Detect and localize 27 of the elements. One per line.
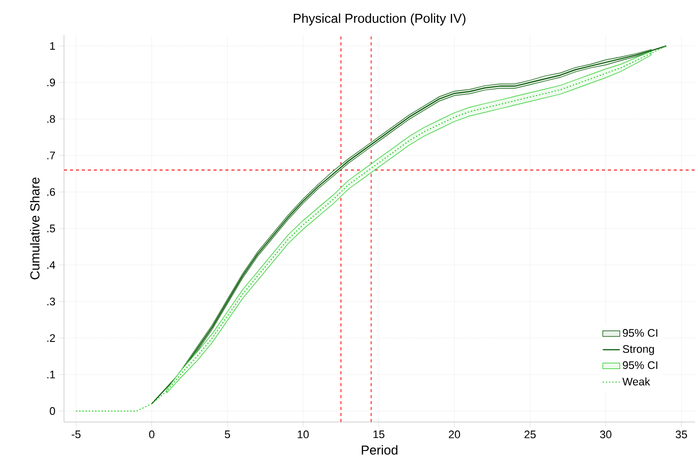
annotation: 95% CI bbox=[622, 329, 658, 337]
y-tick-label: .9 bbox=[47, 78, 55, 86]
y-tick-label: .2 bbox=[47, 334, 55, 342]
x-tick-label: 25 bbox=[524, 430, 536, 438]
x-tick-label: 35 bbox=[676, 430, 688, 438]
x-tick-label: 5 bbox=[224, 430, 230, 438]
x-tick-label: 20 bbox=[448, 430, 460, 438]
y-tick-label: .8 bbox=[47, 115, 55, 123]
y-tick-label: .3 bbox=[47, 298, 55, 306]
x-tick-label: 0 bbox=[149, 430, 154, 438]
x-tick-label: 15 bbox=[373, 430, 384, 438]
annotation: 95% CI bbox=[622, 361, 658, 370]
y-tick-label: .4 bbox=[47, 261, 56, 269]
x-axis-title: Period bbox=[362, 445, 398, 455]
y-axis-title: Cumulative Share bbox=[30, 178, 40, 280]
x-tick-label: 10 bbox=[298, 430, 309, 438]
y-tick-label: .1 bbox=[47, 370, 55, 378]
y-tick-label: 0 bbox=[50, 407, 56, 415]
legend-label: Weak bbox=[622, 377, 650, 386]
x-tick-label: -5 bbox=[72, 430, 81, 438]
y-tick-label: .5 bbox=[47, 224, 56, 232]
y-tick-label: .7 bbox=[47, 152, 55, 160]
y-tick-label: 1 bbox=[50, 42, 55, 50]
chart-title: Physical Production (Polity IV) bbox=[294, 13, 466, 26]
x-tick-label: 30 bbox=[600, 430, 612, 438]
y-tick-label: .6 bbox=[47, 188, 55, 196]
legend-label: Strong bbox=[622, 345, 654, 356]
